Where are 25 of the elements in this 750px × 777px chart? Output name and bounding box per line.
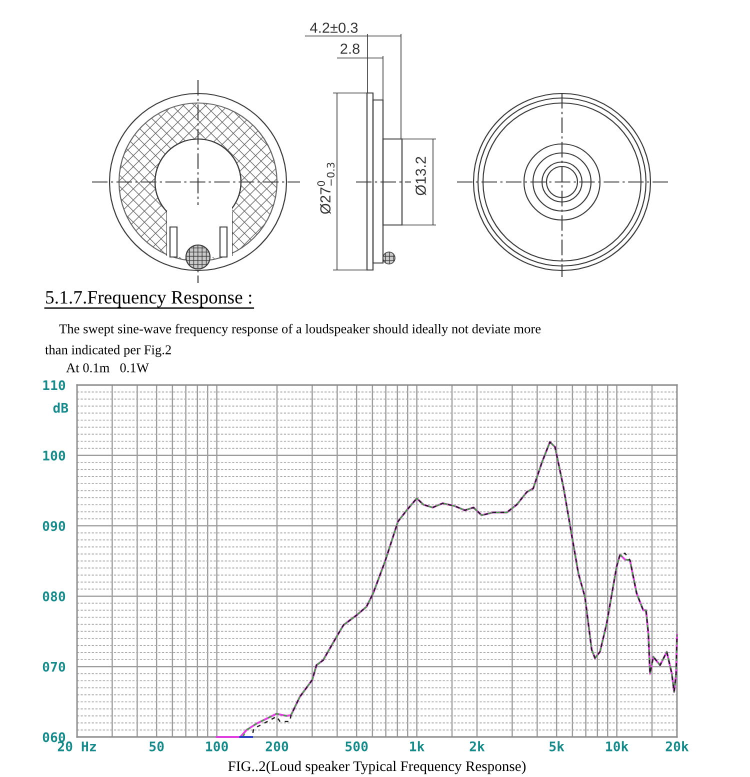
x-tick-label: 500 [346, 741, 368, 752]
x-axis-title: FIG..2(Loud speaker Typical Frequency Response) [228, 760, 526, 774]
x-tick-label: 50 [150, 741, 164, 752]
y-tick-label: 070 [42, 662, 66, 672]
x-tick-label: 10k [606, 741, 628, 752]
x-tick-label: 200 [266, 741, 288, 752]
y-tick-label: 060 [42, 732, 66, 742]
text: At 0.1m 0.1W [66, 363, 149, 372]
x-tick-label: 20 Hz [58, 741, 96, 752]
chart-subtitle: The swept sine-wave frequency response of a loudspeaker should ideally not deviate more than indicated per Fig.2 [45, 324, 541, 358]
y-tick-label: 090 [42, 521, 66, 532]
x-tick-label: 1k [410, 741, 425, 752]
y-tick-label: 100 [43, 450, 66, 461]
y-tick-label: 080 [42, 591, 66, 602]
y-axis-title: dB [53, 402, 68, 413]
x-tick-label: 5k [550, 741, 564, 752]
text: 2.8 [340, 44, 360, 54]
y-tick-label: 110 [43, 380, 66, 390]
text: Ø13.2 [415, 156, 426, 196]
chart-title: 5.1.7.Frequency Response : [46, 291, 252, 308]
x-tick-label: 2k [470, 741, 485, 752]
x-tick-label: 20k [666, 741, 689, 752]
text: Ø27$^{0}$$_{−0.3}$ [317, 162, 335, 214]
text: 4.2±0.3 [310, 22, 358, 33]
x-tick-label: 100 [206, 741, 228, 752]
